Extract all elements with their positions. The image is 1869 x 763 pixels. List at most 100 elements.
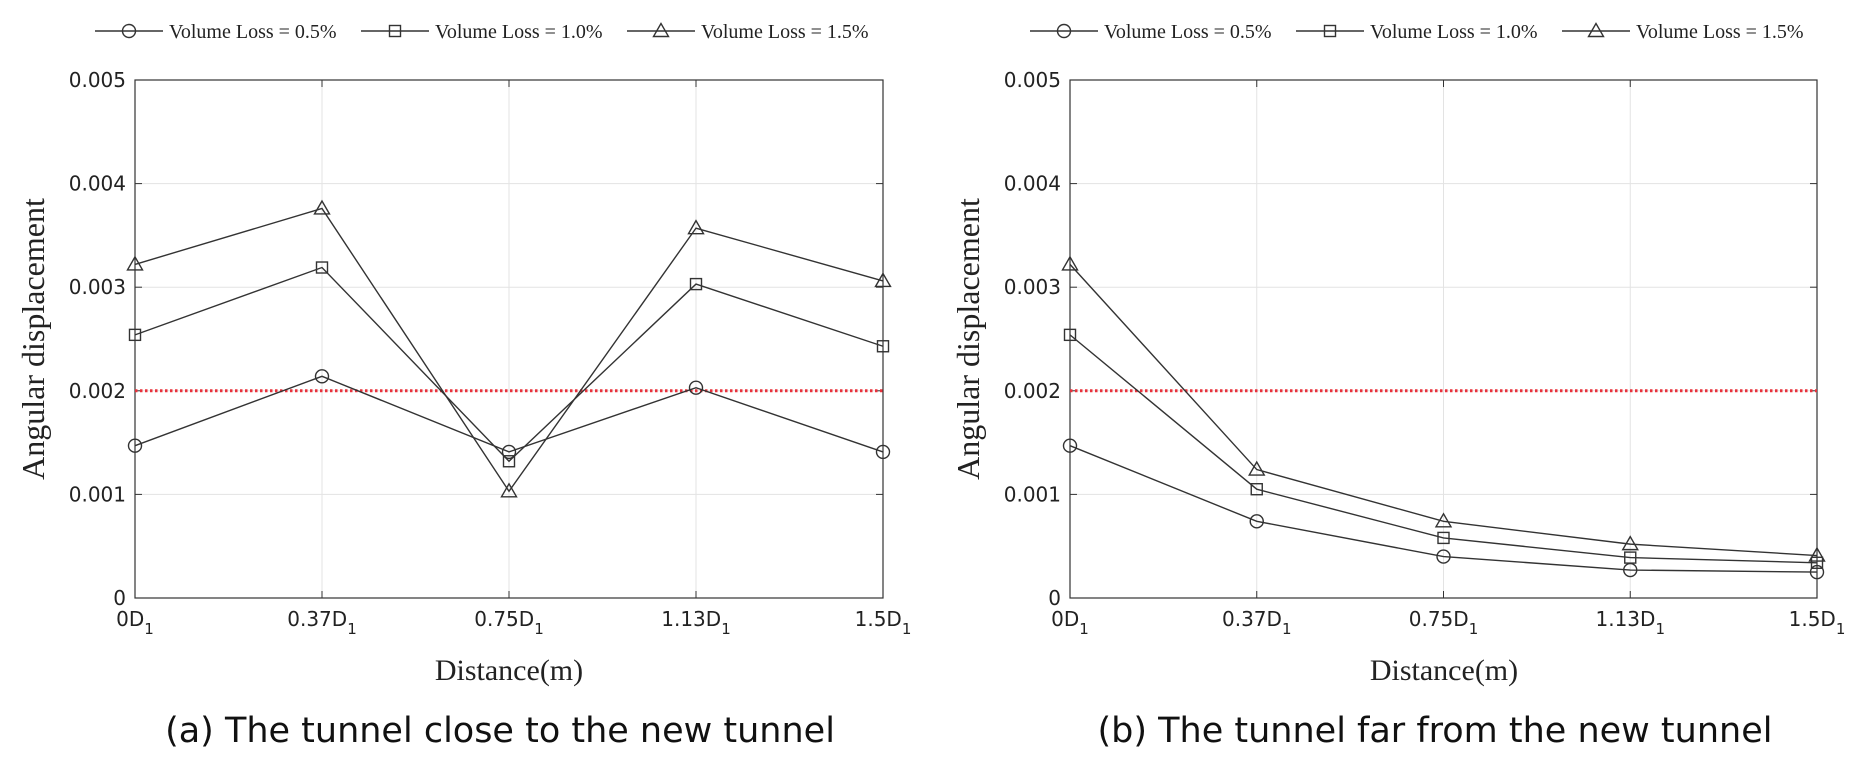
x-tick-label-subscript: 1: [144, 620, 154, 638]
data-point-circle: [127, 438, 143, 453]
series-line-triangle: [1069, 263, 1818, 557]
series-line-circle: [1069, 445, 1818, 573]
data-point-triangle: [500, 482, 518, 498]
x-tick-label-base: 0.75D: [1409, 607, 1469, 631]
x-tick-label-base: 1.13D: [661, 607, 721, 631]
y-axis-label: Angular displacement: [950, 198, 986, 480]
x-tick-label-subscript: 1: [902, 620, 912, 638]
y-tick-label: 0.003: [1004, 275, 1061, 299]
data-point-square: [1437, 531, 1450, 545]
data-point-triangle: [126, 255, 144, 271]
x-tick-label-base: 1.13D: [1596, 607, 1656, 631]
x-tick-label: 0D1: [116, 607, 154, 638]
legend-marker-circle: [121, 23, 137, 39]
data-point-circle: [1436, 549, 1451, 564]
x-tick-label-base: 0D: [1051, 607, 1079, 631]
data-point-circle: [1809, 564, 1825, 580]
x-tick-label-subscript: 1: [347, 620, 357, 638]
x-tick-label-subscript: 1: [1836, 620, 1846, 638]
data-point-square: [315, 261, 329, 274]
data-point-square: [128, 328, 142, 342]
x-tick-label-subscript: 1: [1655, 620, 1665, 638]
data-point-triangle: [1808, 546, 1826, 562]
x-tick-label-subscript: 1: [534, 620, 544, 638]
y-axis-label: Angular displacement: [15, 198, 51, 480]
y-tick-label: 0.004: [69, 172, 126, 196]
y-tick-label: 0.002: [69, 379, 126, 403]
x-tick-label: 0D1: [1051, 607, 1089, 638]
legend-entry: Volume Loss = 0.5%: [1030, 21, 1272, 43]
series-line-circle: [134, 375, 884, 453]
y-tick-label: 0.001: [69, 482, 126, 506]
x-tick-label-subscript: 1: [1469, 620, 1479, 638]
legend-entry: Volume Loss = 1.0%: [1296, 21, 1538, 43]
legend-marker-circle: [1056, 23, 1072, 39]
legend-entry: Volume Loss = 1.5%: [1562, 21, 1804, 43]
legend-label: Volume Loss = 0.5%: [1104, 21, 1272, 43]
series-line-triangle: [134, 207, 884, 493]
legend-label: Volume Loss = 1.5%: [701, 21, 869, 43]
y-tick-label: 0: [113, 586, 126, 610]
y-tick-label: 0.005: [69, 68, 126, 92]
series-line-square: [134, 266, 884, 463]
x-tick-label: 0.37D1: [287, 607, 356, 638]
data-point-square: [502, 455, 516, 468]
x-tick-label: 1.13D1: [1596, 607, 1665, 638]
y-tick-label: 0.003: [69, 275, 126, 299]
x-tick-label-base: 1.5D: [855, 607, 902, 631]
legend-label: Volume Loss = 1.0%: [1370, 21, 1538, 43]
legend-marker-triangle: [1587, 22, 1605, 38]
legend-marker-square: [388, 24, 402, 38]
x-tick-label: 1.5D1: [1789, 607, 1846, 638]
x-tick-label-base: 0.75D: [474, 607, 534, 631]
x-tick-label: 0.75D1: [474, 607, 543, 638]
data-point-triangle: [1434, 512, 1453, 528]
x-tick-label: 0.75D1: [1409, 607, 1478, 638]
panel-caption: (a) The tunnel close to the new tunnel: [165, 711, 835, 751]
data-point-triangle: [874, 272, 892, 288]
x-tick-label: 1.5D1: [855, 607, 912, 638]
data-point-square: [1250, 483, 1263, 496]
x-tick-label-base: 1.5D: [1789, 607, 1836, 631]
x-tick-label-subscript: 1: [721, 620, 731, 638]
legend-marker-square: [1323, 24, 1337, 38]
y-tick-label: 0: [1048, 586, 1061, 610]
x-tick-label: 1.13D1: [661, 607, 730, 638]
legend-entry: Volume Loss = 1.0%: [361, 21, 603, 43]
data-point-square: [1063, 328, 1077, 342]
y-tick-label: 0.001: [1004, 482, 1061, 506]
y-tick-label: 0.005: [1004, 68, 1061, 92]
x-tick-label-subscript: 1: [1079, 620, 1089, 638]
series-line-square: [1069, 334, 1818, 564]
legend-label: Volume Loss = 0.5%: [169, 21, 337, 43]
data-point-circle: [1249, 514, 1264, 529]
data-point-square: [876, 340, 890, 353]
legend-marker-triangle: [652, 22, 670, 38]
legend-label: Volume Loss = 1.5%: [1636, 21, 1804, 43]
data-point-circle: [314, 369, 330, 384]
x-tick-label-subscript: 1: [1282, 620, 1292, 638]
y-tick-label: 0.002: [1004, 379, 1061, 403]
legend-label: Volume Loss = 1.0%: [435, 21, 603, 43]
data-point-triangle: [1061, 255, 1079, 271]
data-point-circle: [1062, 438, 1078, 453]
data-point-square: [1810, 556, 1824, 569]
data-point-circle: [501, 444, 517, 460]
data-point-square: [689, 277, 703, 291]
data-point-circle: [875, 444, 891, 460]
x-axis-label: Distance(m): [435, 654, 583, 687]
legend-entry: Volume Loss = 1.5%: [627, 21, 869, 43]
legend-entry: Volume Loss = 0.5%: [95, 21, 337, 43]
x-tick-label-base: 0D: [116, 607, 144, 631]
data-point-triangle: [1248, 460, 1266, 476]
data-point-triangle: [313, 199, 331, 215]
data-point-triangle: [1621, 535, 1639, 551]
data-point-square: [1624, 551, 1637, 564]
x-tick-label: 0.37D1: [1222, 607, 1291, 638]
y-tick-label: 0.004: [1004, 172, 1061, 196]
x-axis-label: Distance(m): [1370, 654, 1518, 687]
data-point-triangle: [687, 219, 705, 235]
